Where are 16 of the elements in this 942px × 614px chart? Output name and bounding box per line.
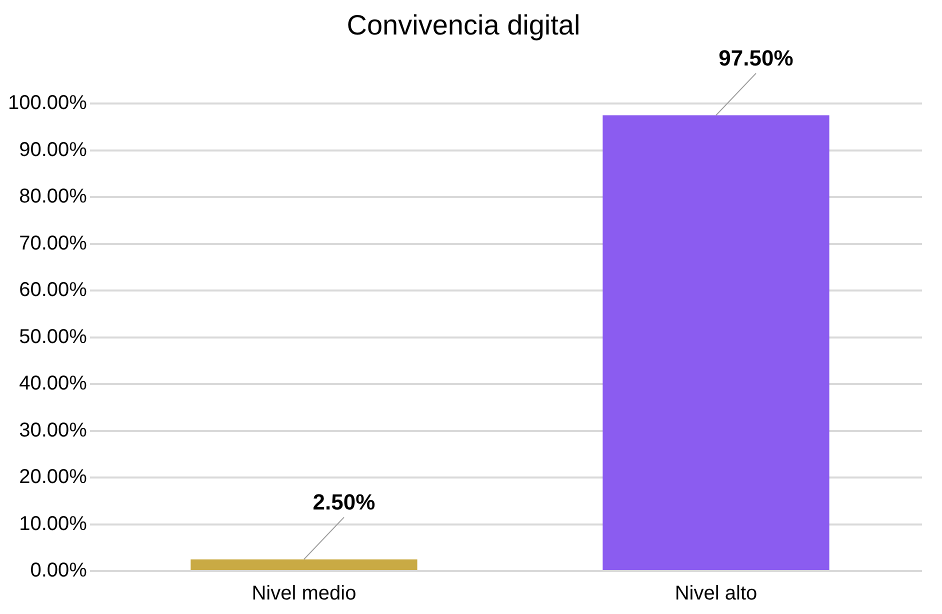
y-tick-label: 0.00%: [30, 560, 88, 582]
data-label: 2.50%: [312, 489, 376, 514]
x-tick-label: Nivel medio: [252, 582, 356, 605]
y-tick-label: 40.00%: [19, 372, 88, 395]
y-tick-label: 100.00%: [8, 92, 88, 114]
y-tick-label: 50.00%: [19, 326, 88, 348]
y-tick-label: 20.00%: [19, 466, 88, 488]
chart-title: Convivencia digital: [346, 10, 580, 41]
data-label: 97.50%: [718, 45, 794, 70]
y-tick-label: 70.00%: [19, 232, 88, 254]
y-tick-label: 30.00%: [19, 419, 88, 442]
y-tick-label: 80.00%: [19, 186, 88, 208]
y-tick-label: 10.00%: [19, 512, 88, 535]
x-tick-label: Nivel alto: [674, 582, 758, 605]
y-tick-label: 60.00%: [19, 279, 88, 302]
y-tick-label: 90.00%: [19, 138, 88, 161]
